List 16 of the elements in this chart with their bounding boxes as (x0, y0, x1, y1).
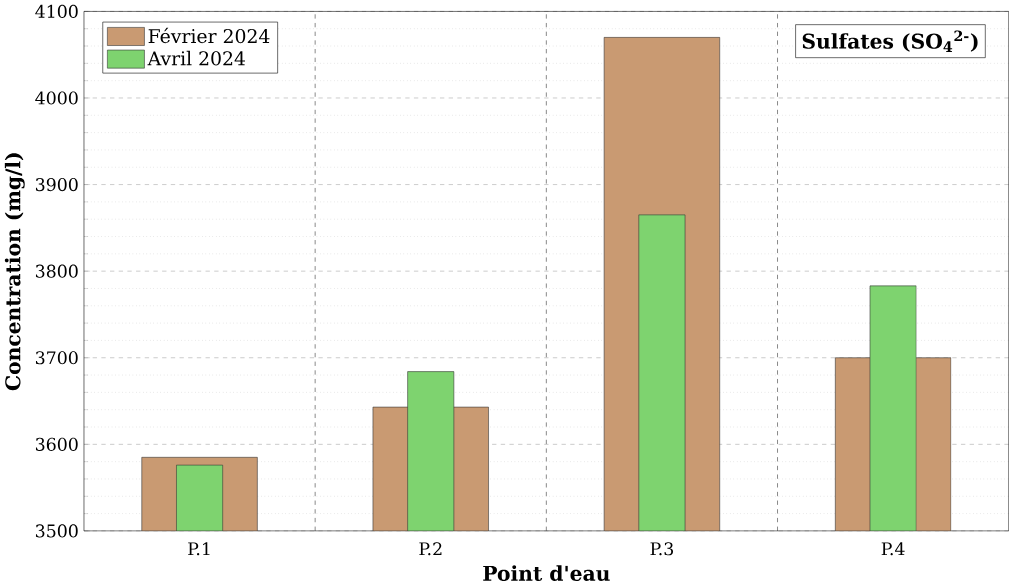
legend-label: Avril 2024 (147, 50, 246, 66)
x-tick-label: P.2 (419, 542, 442, 556)
y-tick-label: 4100 (35, 4, 78, 19)
x-axis-title: Point d'eau (483, 565, 610, 582)
x-tick-label: P.4 (881, 542, 905, 556)
y-tick-label: 3700 (35, 351, 78, 365)
y-tick-label: 4000 (35, 91, 78, 105)
y-tick-label: 3500 (35, 524, 78, 538)
x-tick-label: P.3 (650, 542, 674, 556)
y-tick-label: 3600 (35, 437, 78, 452)
x-tick-label: P.1 (188, 542, 210, 556)
legend-label: Février 2024 (148, 27, 270, 44)
y-tick-label: 3800 (35, 264, 78, 278)
y-tick-label: 3900 (35, 178, 78, 192)
y-axis-title: Concentration (mg/l) (4, 153, 25, 391)
annotation: Sulfates (SO$_{4}$$^{2-}$) (802, 30, 978, 52)
